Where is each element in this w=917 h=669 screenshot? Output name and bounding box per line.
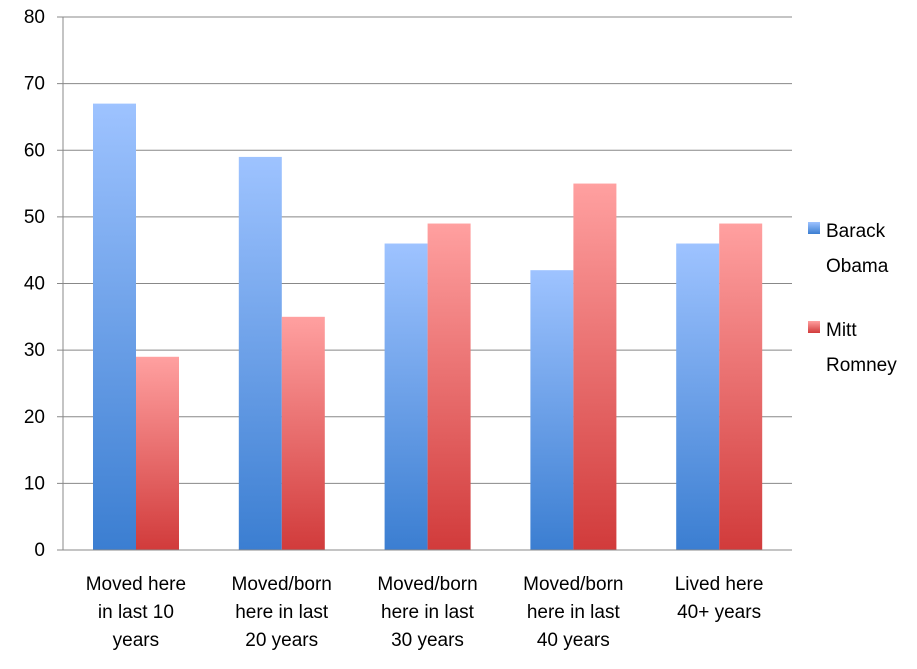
legend-label-barack-obama: Barack Obama — [826, 221, 889, 277]
legend: Barack Obama Mitt Romney — [808, 221, 897, 376]
legend-swatch-barack-obama — [808, 222, 820, 234]
y-tick-label-80: 80 — [24, 7, 45, 28]
x-category-label-0: Moved here in last 10 years — [86, 574, 186, 651]
axes — [57, 16, 792, 551]
bar-barack-obama-0 — [93, 103, 136, 551]
y-tick-label-50: 50 — [24, 207, 45, 228]
bar-mitt-romney-0 — [136, 356, 179, 550]
bars — [93, 103, 763, 551]
y-tick-label-70: 70 — [24, 74, 45, 95]
x-category-label-1: Moved/born here in last 20 years — [232, 574, 332, 651]
y-tick-label-40: 40 — [24, 274, 45, 295]
y-tick-label-20: 20 — [24, 407, 45, 428]
legend-swatch-mitt-romney — [808, 321, 820, 333]
bar-mitt-romney-1 — [281, 316, 325, 550]
bar-mitt-romney-4 — [719, 223, 763, 550]
bar-barack-obama-3 — [530, 270, 574, 550]
bar-barack-obama-2 — [384, 243, 428, 550]
x-axis-category-labels: Moved here in last 10 years Moved/born here … — [86, 574, 764, 651]
bar-barack-obama-1 — [238, 156, 282, 550]
y-tick-label-30: 30 — [24, 340, 45, 361]
y-tick-label-10: 10 — [24, 473, 45, 494]
x-category-label-2: Moved/born here in last 30 years — [377, 574, 477, 651]
bar-mitt-romney-2 — [427, 223, 471, 550]
bar-mitt-romney-3 — [573, 183, 617, 550]
y-axis-tick-labels: 0 10 20 30 40 50 60 70 80 — [24, 7, 45, 561]
y-tick-label-0: 0 — [34, 540, 45, 561]
y-tick-label-60: 60 — [24, 140, 45, 161]
legend-label-mitt-romney: Mitt Romney — [826, 320, 897, 376]
x-category-label-3: Moved/born here in last 40 years — [523, 574, 623, 651]
x-category-label-4: Lived here 40+ years — [675, 574, 764, 623]
bar-barack-obama-4 — [676, 243, 720, 550]
